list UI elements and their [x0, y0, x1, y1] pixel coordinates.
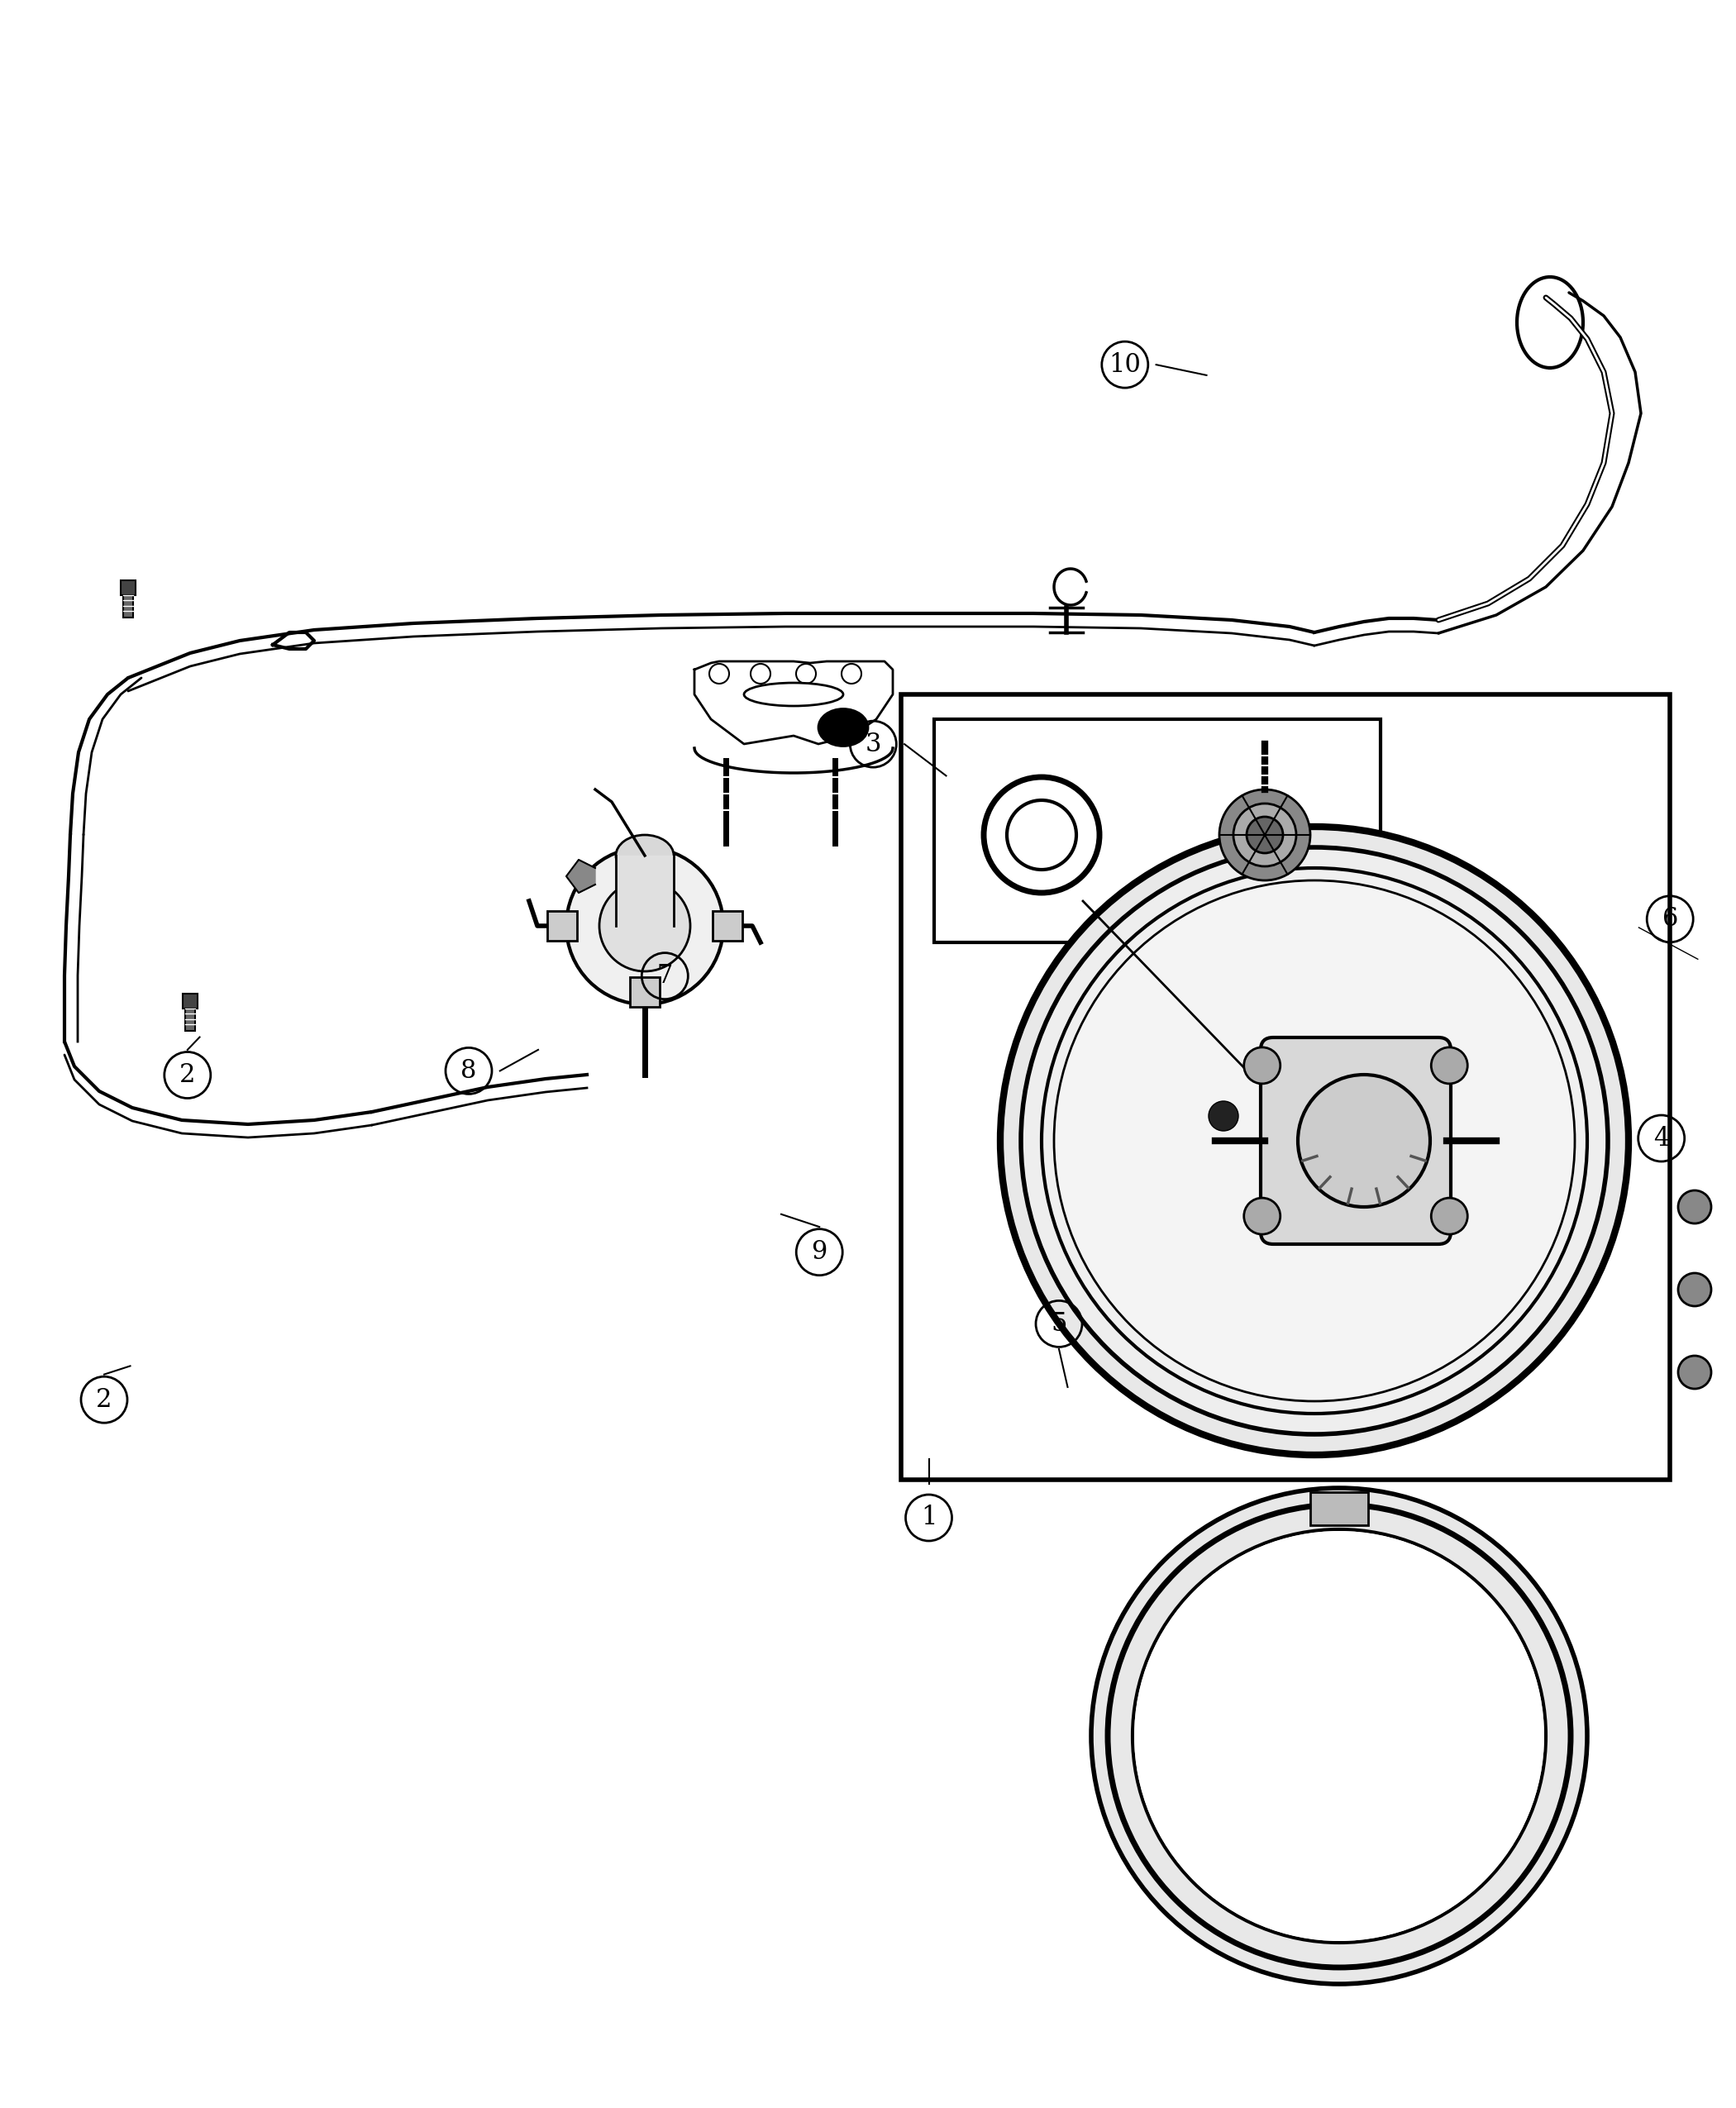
Text: 1: 1: [920, 1505, 937, 1530]
Circle shape: [1094, 1490, 1585, 1982]
Bar: [712, 911, 743, 940]
Circle shape: [1021, 847, 1608, 1433]
Circle shape: [566, 847, 724, 1003]
Circle shape: [1430, 1048, 1467, 1084]
Circle shape: [710, 664, 729, 683]
Bar: [123, 594, 134, 618]
Text: 6: 6: [1661, 906, 1679, 932]
Circle shape: [1430, 1197, 1467, 1235]
Bar: [1311, 1492, 1368, 1526]
Circle shape: [797, 664, 816, 683]
Circle shape: [1219, 790, 1311, 881]
Ellipse shape: [616, 835, 674, 877]
Polygon shape: [694, 662, 892, 744]
Polygon shape: [566, 860, 595, 894]
Polygon shape: [616, 856, 674, 925]
Circle shape: [1679, 1191, 1712, 1223]
Circle shape: [1134, 1530, 1545, 1941]
Circle shape: [1246, 816, 1283, 854]
Bar: [186, 1008, 196, 1031]
Circle shape: [599, 881, 691, 972]
Circle shape: [1245, 1197, 1279, 1235]
Bar: [122, 580, 135, 594]
Text: 3: 3: [865, 731, 882, 757]
Circle shape: [1208, 1100, 1238, 1130]
Ellipse shape: [818, 708, 868, 746]
Bar: [547, 911, 576, 940]
Bar: [934, 719, 1380, 942]
Bar: [901, 694, 1670, 1480]
Bar: [630, 978, 660, 1008]
FancyBboxPatch shape: [1260, 1037, 1451, 1244]
Ellipse shape: [745, 683, 844, 706]
Circle shape: [1000, 826, 1628, 1455]
Circle shape: [1054, 881, 1575, 1402]
Text: 10: 10: [1109, 352, 1141, 377]
Circle shape: [1233, 803, 1297, 866]
Text: 8: 8: [460, 1058, 477, 1084]
Text: 2: 2: [95, 1387, 113, 1412]
Text: 2: 2: [179, 1062, 196, 1088]
Bar: [182, 993, 198, 1008]
Circle shape: [1679, 1273, 1712, 1307]
Text: 7: 7: [656, 963, 674, 989]
Circle shape: [1042, 868, 1587, 1414]
Circle shape: [1245, 1048, 1279, 1084]
Text: 4: 4: [1653, 1126, 1670, 1151]
Text: 5: 5: [1050, 1311, 1068, 1336]
Circle shape: [1679, 1355, 1712, 1389]
Circle shape: [1007, 801, 1076, 871]
Circle shape: [750, 664, 771, 683]
Text: 9: 9: [811, 1240, 828, 1265]
Circle shape: [1299, 1075, 1430, 1208]
Circle shape: [842, 664, 861, 683]
